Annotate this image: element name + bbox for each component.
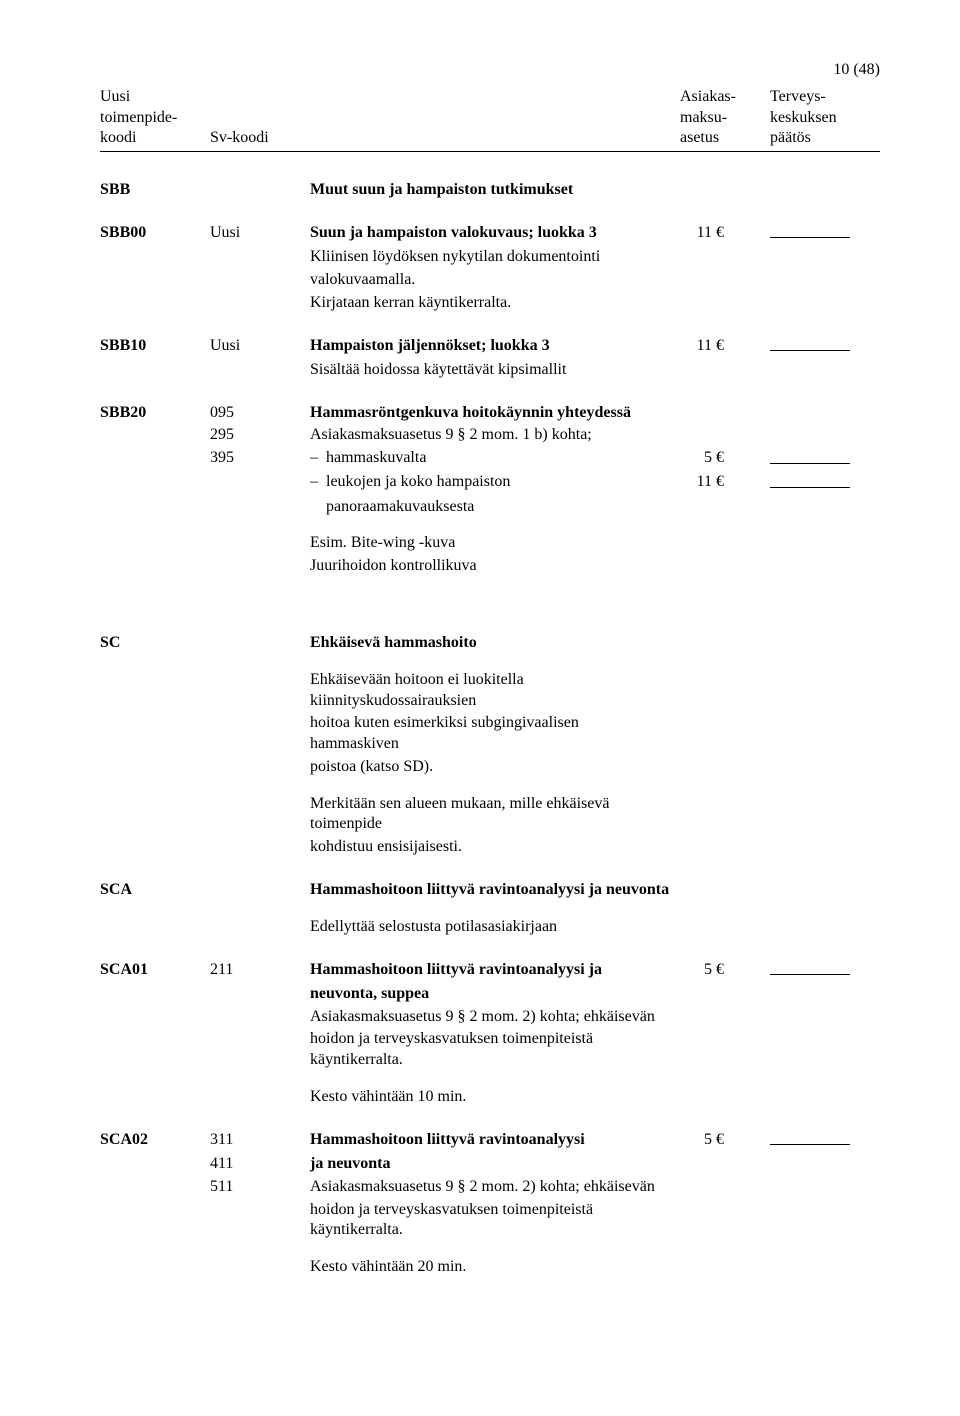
blank-line [770,336,850,351]
column-header-row: Uusi toimenpide- koodi Sv-koodi Asiakas-… [100,87,880,152]
sv-sbb10: Uusi [210,336,310,357]
price-sbb00: 11 € [680,223,732,244]
code-sc: SC [100,633,210,654]
desc-sbb20-1: Asiakasmaksuasetus 9 § 2 mom. 1 b) kohta… [310,425,680,446]
sbb20-item1: hammaskuvalta [326,448,426,469]
code-sca02: SCA02 [100,1130,210,1151]
price-sca01: 5 € [680,960,732,981]
title-sca02-1: Hammashoitoon liittyvä ravintoanalyysi [310,1130,680,1151]
sc-p2b: kohdistuu ensisijaisesti. [310,837,680,858]
code-sbb10: SBB10 [100,336,210,357]
code-sbb00: SBB00 [100,223,210,244]
sca-desc: Edellyttää selostusta potilasasiakirjaan [310,917,680,938]
sv-sbb20-1: 095 [210,403,310,424]
sv-sca02-1: 311 [210,1130,310,1151]
blank-line [770,1130,850,1145]
blank-line [770,448,850,463]
header-col1-line3: koodi [100,128,210,149]
sv-sbb20-3: 395 [210,448,310,469]
desc-sbb00-2: valokuvaamalla. [310,270,680,291]
title-sbb: Muut suun ja hampaiston tutkimukset [310,180,680,201]
sv-sca02-3: 511 [210,1177,310,1198]
blank-line [770,472,850,487]
sc-p1a: Ehkäisevään hoitoon ei luokitella kiinni… [310,670,680,712]
desc-sbb00-3: Kirjataan kerran käyntikerralta. [310,293,680,314]
sbb20-item2a: leukojen ja koko hampaiston [326,472,510,493]
page-number: 10 (48) [100,60,880,81]
header-col4-line2: maksu- [680,108,770,129]
blank-line [770,960,850,975]
title-sca02-2: ja neuvonta [310,1154,680,1175]
title-sca01-1: Hammashoitoon liittyvä ravintoanalyysi j… [310,960,680,981]
sca01-kesto: Kesto vähintään 10 min. [310,1087,680,1108]
sc-p2a: Merkitään sen alueen mukaan, mille ehkäi… [310,794,680,836]
sca01-desc1: Asiakasmaksuasetus 9 § 2 mom. 2) kohta; … [310,1007,680,1028]
title-sbb20: Hammasröntgenkuva hoitokäynnin yhteydess… [310,403,680,424]
title-sca: Hammashoitoon liittyvä ravintoanalyysi j… [310,880,680,901]
title-sbb00: Suun ja hampaiston valokuvaus; luokka 3 [310,223,680,244]
desc-sbb10-1: Sisältää hoidossa käytettävät kipsimalli… [310,360,680,381]
code-sca: SCA [100,880,210,901]
price-sca02: 5 € [680,1130,732,1151]
header-col2: Sv-koodi [210,128,269,149]
price-sbb10: 11 € [680,336,732,357]
price-sbb20-1: 5 € [680,448,732,469]
sbb20-eg1: Esim. Bite-wing -kuva [310,533,680,554]
sv-sbb20-2: 295 [210,425,310,446]
sca01-desc2: hoidon ja terveyskasvatuksen toimenpitei… [310,1029,680,1071]
code-sbb20: SBB20 [100,403,210,424]
header-col5-line1: Terveys- [770,87,880,108]
sca02-kesto: Kesto vähintään 20 min. [310,1257,680,1278]
sv-sbb00: Uusi [210,223,310,244]
header-col4-line3: asetus [680,128,770,149]
title-sca01-2: neuvonta, suppea [310,984,680,1005]
header-col5-line2: keskuksen [770,108,880,129]
title-sc: Ehkäisevä hammashoito [310,633,680,654]
title-sbb10: Hampaiston jäljennökset; luokka 3 [310,336,680,357]
sbb20-eg2: Juurihoidon kontrollikuva [310,556,680,577]
sv-sca02-2: 411 [210,1154,310,1175]
header-col1-line2: toimenpide- [100,108,210,129]
price-sbb20-2: 11 € [680,472,732,493]
code-sbb: SBB [100,180,210,201]
sc-p1b: hoitoa kuten esimerkiksi subgingivaalise… [310,713,680,755]
header-col5-line3: päätös [770,128,880,149]
desc-sbb00-1: Kliinisen löydöksen nykytilan dokumentoi… [310,247,680,268]
header-col4-line1: Asiakas- [680,87,770,108]
header-col1-line1: Uusi [100,87,210,108]
sca02-desc1: Asiakasmaksuasetus 9 § 2 mom. 2) kohta; … [310,1177,680,1198]
sbb20-item2b: panoraamakuvauksesta [326,497,474,518]
sv-sca01: 211 [210,960,310,981]
sca02-desc2: hoidon ja terveyskasvatuksen toimenpitei… [310,1200,680,1242]
blank-line [770,223,850,238]
code-sca01: SCA01 [100,960,210,981]
sc-p1c: poistoa (katso SD). [310,757,680,778]
